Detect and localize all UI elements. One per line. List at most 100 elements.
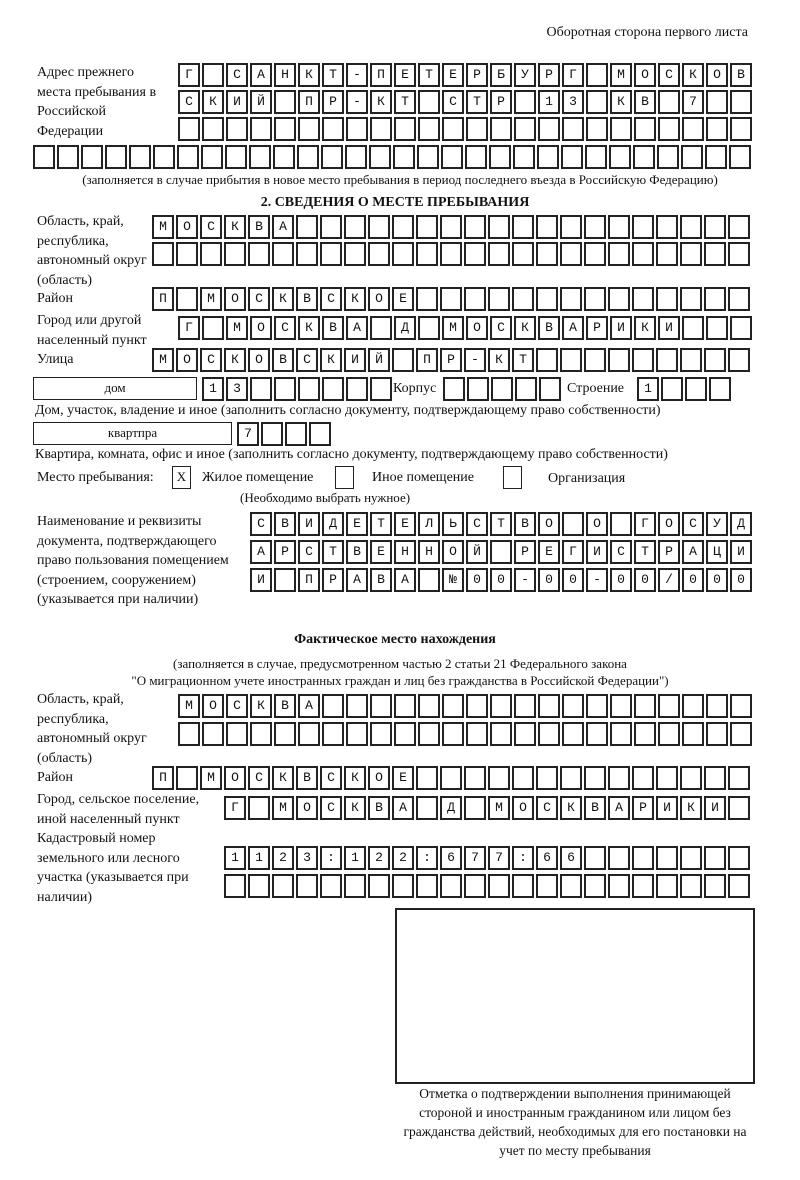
char-cell[interactable]	[562, 568, 584, 592]
char-cell[interactable]	[440, 874, 462, 898]
char-cell[interactable]	[682, 512, 704, 536]
char-cell[interactable]	[730, 722, 752, 746]
char-cell[interactable]	[658, 512, 680, 536]
char-cell[interactable]	[536, 287, 558, 311]
char-cell[interactable]	[586, 694, 608, 718]
char-cell[interactable]	[346, 316, 368, 340]
char-cell[interactable]	[634, 117, 656, 141]
char-cell[interactable]	[584, 766, 606, 790]
char-cell[interactable]	[274, 117, 296, 141]
char-cell[interactable]	[298, 722, 320, 746]
char-cell[interactable]	[682, 694, 704, 718]
char-cell[interactable]	[488, 796, 510, 820]
char-cell[interactable]	[274, 568, 296, 592]
char-cell[interactable]	[560, 874, 582, 898]
char-cell[interactable]	[369, 145, 391, 169]
char-cell[interactable]	[512, 874, 534, 898]
char-cell[interactable]	[514, 512, 536, 536]
char-cell[interactable]	[464, 874, 486, 898]
char-cell[interactable]	[298, 568, 320, 592]
char-cell[interactable]	[57, 145, 79, 169]
char-cell[interactable]	[610, 568, 632, 592]
char-cell[interactable]	[562, 63, 584, 87]
char-cell[interactable]	[560, 796, 582, 820]
char-cell[interactable]	[682, 722, 704, 746]
char-cell[interactable]	[296, 796, 318, 820]
char-cell[interactable]	[610, 722, 632, 746]
char-cell[interactable]	[633, 145, 655, 169]
char-cell[interactable]	[309, 422, 331, 446]
char-cell[interactable]	[538, 316, 560, 340]
char-cell[interactable]	[562, 722, 584, 746]
char-cell[interactable]	[129, 145, 151, 169]
char-cell[interactable]	[584, 215, 606, 239]
char-cell[interactable]	[608, 846, 630, 870]
char-cell[interactable]	[466, 512, 488, 536]
char-cell[interactable]	[152, 287, 174, 311]
char-cell[interactable]	[488, 766, 510, 790]
char-cell[interactable]	[416, 846, 438, 870]
char-cell[interactable]	[656, 796, 678, 820]
char-cell[interactable]	[637, 377, 659, 401]
char-cell[interactable]	[442, 540, 464, 564]
char-cell[interactable]	[586, 568, 608, 592]
char-cell[interactable]	[176, 242, 198, 266]
char-cell[interactable]	[250, 694, 272, 718]
char-cell[interactable]	[322, 316, 344, 340]
char-cell[interactable]	[248, 796, 270, 820]
char-cell[interactable]	[442, 316, 464, 340]
char-cell[interactable]	[152, 215, 174, 239]
char-cell[interactable]	[237, 422, 259, 446]
char-cell[interactable]	[514, 63, 536, 87]
char-cell[interactable]	[704, 796, 726, 820]
char-cell[interactable]	[488, 242, 510, 266]
char-cell[interactable]	[466, 568, 488, 592]
char-cell[interactable]	[418, 568, 440, 592]
char-cell[interactable]	[201, 145, 223, 169]
char-cell[interactable]	[584, 242, 606, 266]
char-cell[interactable]	[610, 512, 632, 536]
char-cell[interactable]	[442, 568, 464, 592]
char-cell[interactable]	[200, 242, 222, 266]
char-cell[interactable]	[394, 316, 416, 340]
char-cell[interactable]	[536, 766, 558, 790]
char-cell[interactable]	[680, 796, 702, 820]
char-cell[interactable]	[704, 215, 726, 239]
char-cell[interactable]	[320, 348, 342, 372]
char-cell[interactable]	[608, 874, 630, 898]
char-cell[interactable]	[464, 215, 486, 239]
char-cell[interactable]	[368, 215, 390, 239]
char-cell[interactable]	[682, 316, 704, 340]
char-cell[interactable]	[392, 874, 414, 898]
char-cell[interactable]	[344, 796, 366, 820]
char-cell[interactable]	[608, 766, 630, 790]
char-cell[interactable]	[370, 90, 392, 114]
char-cell[interactable]	[178, 90, 200, 114]
char-cell[interactable]	[632, 348, 654, 372]
char-cell[interactable]	[584, 846, 606, 870]
char-cell[interactable]	[322, 722, 344, 746]
char-cell[interactable]	[176, 766, 198, 790]
char-cell[interactable]	[464, 796, 486, 820]
char-cell[interactable]	[226, 63, 248, 87]
char-cell[interactable]	[296, 215, 318, 239]
char-cell[interactable]	[562, 540, 584, 564]
char-cell[interactable]	[344, 242, 366, 266]
char-cell[interactable]	[728, 242, 750, 266]
char-cell[interactable]	[370, 117, 392, 141]
char-cell[interactable]	[440, 215, 462, 239]
char-cell[interactable]	[658, 117, 680, 141]
char-cell[interactable]	[512, 796, 534, 820]
char-cell[interactable]	[272, 242, 294, 266]
char-cell[interactable]	[322, 63, 344, 87]
char-cell[interactable]	[322, 540, 344, 564]
char-cell[interactable]	[538, 722, 560, 746]
char-cell[interactable]	[368, 796, 390, 820]
char-cell[interactable]	[656, 242, 678, 266]
char-cell[interactable]	[370, 377, 392, 401]
char-cell[interactable]	[298, 512, 320, 536]
char-cell[interactable]	[272, 766, 294, 790]
char-cell[interactable]	[464, 846, 486, 870]
char-cell[interactable]	[512, 215, 534, 239]
char-cell[interactable]	[202, 722, 224, 746]
